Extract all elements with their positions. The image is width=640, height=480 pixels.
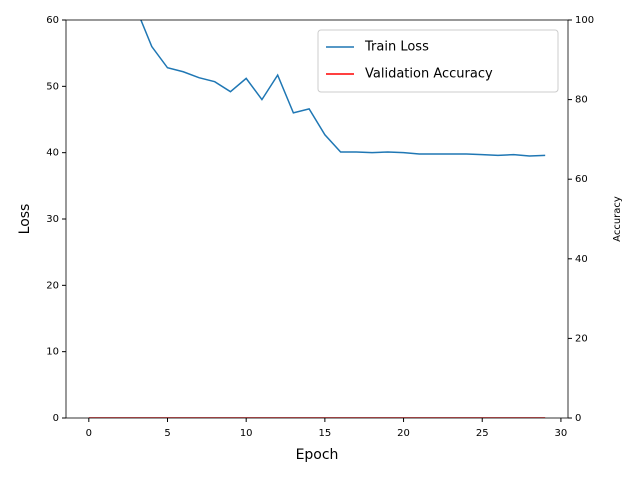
y-tick-label: 10 (46, 347, 59, 358)
line-series (140, 20, 546, 157)
y2-tick-label: 60 (575, 174, 588, 185)
y2-tick-label: 100 (575, 15, 594, 26)
y2-tick-label: 20 (575, 333, 588, 344)
x-tick-label: 0 (86, 428, 92, 439)
y-tick-label: 50 (46, 81, 59, 92)
legend-label: Validation Accuracy (365, 67, 493, 82)
x-tick-label: 15 (319, 428, 332, 439)
y-tick-label: 30 (46, 214, 59, 225)
y-tick-label: 0 (53, 413, 59, 424)
legend-box (317, 29, 559, 93)
axes-frame (65, 19, 569, 419)
y-axis-label: Loss (17, 204, 33, 235)
y2-axis-label: Accuracy (612, 196, 623, 242)
plot-area (88, 20, 546, 418)
x-tick-label: 25 (476, 428, 489, 439)
x-tick-label: 5 (164, 428, 170, 439)
x-axis-label: Epoch (296, 447, 339, 463)
y-tick-label: 40 (46, 148, 59, 159)
y2-tick-label: 0 (575, 413, 581, 424)
legend-label: Train Loss (364, 40, 429, 55)
y2-tick-label: 80 (575, 95, 588, 106)
x-tick-label: 20 (397, 428, 410, 439)
y-tick-label: 20 (46, 280, 59, 291)
x-tick-label: 30 (555, 428, 568, 439)
y2-tick-label: 40 (575, 254, 588, 265)
x-tick-label: 10 (240, 428, 253, 439)
y-tick-label: 60 (46, 15, 59, 26)
